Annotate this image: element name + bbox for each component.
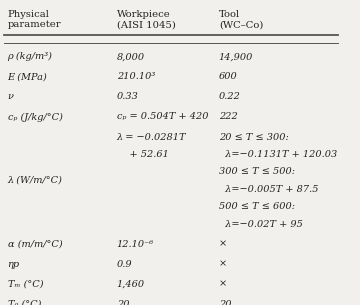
Text: 300 ≤ T ≤ 500:: 300 ≤ T ≤ 500: bbox=[219, 167, 295, 176]
Text: 500 ≤ T ≤ 600:: 500 ≤ T ≤ 600: bbox=[219, 202, 295, 211]
Text: 0.33: 0.33 bbox=[117, 92, 139, 102]
Text: 12.10⁻⁶: 12.10⁻⁶ bbox=[117, 239, 154, 249]
Text: cₚ (J/kg/°C): cₚ (J/kg/°C) bbox=[8, 113, 62, 121]
Text: T₀ (°C): T₀ (°C) bbox=[8, 300, 41, 305]
Text: ρ (kg/m³): ρ (kg/m³) bbox=[8, 52, 53, 61]
Text: ν: ν bbox=[8, 92, 13, 102]
Text: 20: 20 bbox=[117, 300, 129, 305]
Text: 8,000: 8,000 bbox=[117, 52, 145, 61]
Text: λ=−0.02T + 95: λ=−0.02T + 95 bbox=[219, 220, 303, 228]
Text: λ = −0.0281T: λ = −0.0281T bbox=[117, 132, 186, 142]
Text: + 52.61: + 52.61 bbox=[117, 150, 168, 159]
Text: 14,900: 14,900 bbox=[219, 52, 253, 61]
Text: Tₘ (°C): Tₘ (°C) bbox=[8, 280, 43, 289]
Text: λ (W/m/°C): λ (W/m/°C) bbox=[8, 176, 62, 185]
Text: ηp: ηp bbox=[8, 260, 20, 269]
Text: Tool
(WC–Co): Tool (WC–Co) bbox=[219, 10, 263, 29]
Text: 20 ≤ T ≤ 300:: 20 ≤ T ≤ 300: bbox=[219, 132, 289, 142]
Text: 0.22: 0.22 bbox=[219, 92, 241, 102]
Text: Physical
parameter: Physical parameter bbox=[8, 10, 61, 29]
Text: 222: 222 bbox=[219, 113, 238, 121]
Text: 210.10³: 210.10³ bbox=[117, 72, 155, 81]
Text: E (MPa): E (MPa) bbox=[8, 72, 47, 81]
Text: 0.9: 0.9 bbox=[117, 260, 132, 269]
Text: 600: 600 bbox=[219, 72, 238, 81]
Text: ×: × bbox=[219, 280, 227, 289]
Text: Workpiece
(AISI 1045): Workpiece (AISI 1045) bbox=[117, 10, 175, 29]
Text: α (m/m/°C): α (m/m/°C) bbox=[8, 239, 62, 249]
Text: λ=−0.005T + 87.5: λ=−0.005T + 87.5 bbox=[219, 185, 318, 194]
Text: 1,460: 1,460 bbox=[117, 280, 145, 289]
Text: ×: × bbox=[219, 239, 227, 249]
Text: ×: × bbox=[219, 260, 227, 269]
Text: λ=−0.1131T + 120.03: λ=−0.1131T + 120.03 bbox=[219, 150, 337, 159]
Text: 20: 20 bbox=[219, 300, 231, 305]
Text: cₚ = 0.504T + 420: cₚ = 0.504T + 420 bbox=[117, 113, 208, 121]
